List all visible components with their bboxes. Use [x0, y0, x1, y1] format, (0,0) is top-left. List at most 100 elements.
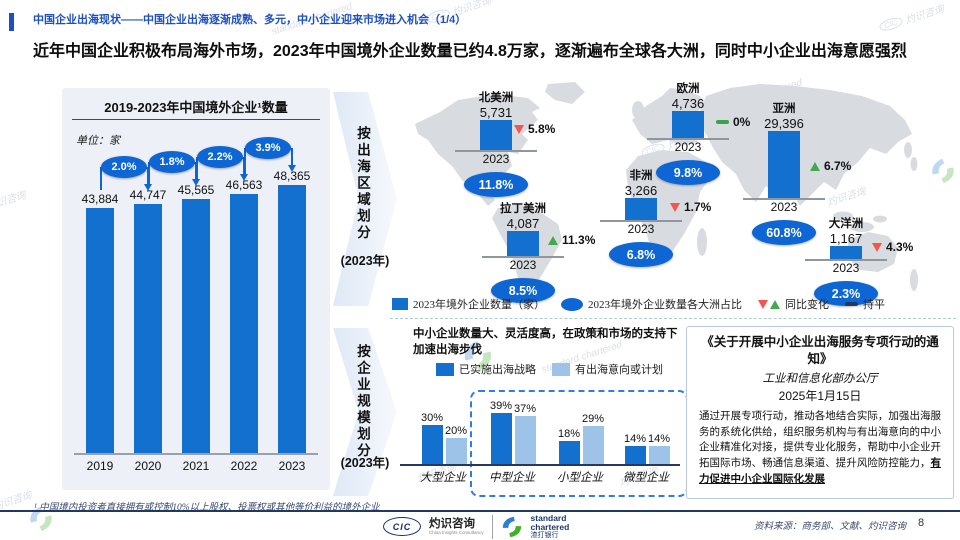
- up-triangle-icon: [770, 299, 780, 309]
- up-triangle-icon: [548, 235, 558, 245]
- footer-logos: CIC 灼识咨询 China Insights Consultancy stan…: [383, 514, 587, 540]
- region-bar: [625, 198, 657, 220]
- x-axis: [74, 453, 318, 455]
- page-number: 8: [918, 517, 925, 529]
- region-change: 5.8%: [514, 122, 555, 136]
- sme-chart: 30% 20% 39% 37% 18% 29% 14% 14% 大型企业 中型企…: [400, 383, 688, 498]
- region-axis: [600, 220, 682, 222]
- map-region-africa: 非洲 3,266 2023 6.8% 1.7%: [595, 170, 711, 267]
- sme-group-medium: 39% 37%: [490, 400, 536, 464]
- growth-badge: 3.9%: [245, 137, 291, 159]
- region-name: 非洲: [629, 170, 653, 182]
- region-value: 5,731: [479, 105, 513, 120]
- bar: [86, 208, 114, 455]
- divider-year-top: (2023年): [340, 254, 390, 268]
- region-year: 2023: [770, 200, 798, 214]
- bar-2020: 44,747: [118, 188, 178, 455]
- region-change: 1.7%: [670, 200, 711, 214]
- bar-2022: 46,563: [214, 178, 274, 455]
- region-bar: [830, 246, 862, 259]
- sme-bar-label: 37%: [514, 403, 537, 415]
- sme-bar-label: 39%: [490, 400, 513, 412]
- watermark-cic: 灼识咨询: [0, 189, 28, 213]
- sme-bar-label: 29%: [582, 413, 605, 425]
- region-name: 大洋洲: [828, 218, 864, 230]
- region-year: 2023: [509, 258, 537, 272]
- bar: [134, 204, 162, 455]
- chart-plot-area: 2.0% 1.8% 2.2% 3.9% 43,884 44,747 45,565…: [62, 88, 330, 490]
- growth-badge: 1.8%: [149, 151, 195, 173]
- map-region-north-america: 北美洲 5,731 2023 11.8% 5.8%: [450, 92, 555, 197]
- region-year: 2023: [627, 222, 655, 236]
- region-axis: [647, 138, 729, 140]
- footer-divider: [0, 510, 960, 512]
- standard-chartered-logo-icon: [502, 516, 521, 538]
- region-axis: [743, 198, 825, 200]
- sme-x-axis: [400, 464, 680, 466]
- policy-title: 《关于开展中小企业出海服务专项行动的通知》: [701, 335, 939, 366]
- sme-bar: [582, 426, 604, 464]
- down-triangle-icon: [758, 299, 768, 309]
- bar: [278, 185, 306, 455]
- bar-value-label: 44,747: [129, 188, 167, 202]
- sme-note: 中小企业数量大、灵活度高，在政策和市场的支持下加速出海步伐: [413, 328, 678, 357]
- region-share-badge: 2.3%: [814, 281, 878, 306]
- sme-bar: [558, 441, 580, 464]
- growth-connector: [196, 157, 198, 181]
- down-triangle-icon: [872, 242, 882, 252]
- sme-bar-label: 14%: [624, 433, 647, 445]
- down-triangle-icon: [514, 124, 524, 134]
- bar: [230, 194, 258, 455]
- arrow-down-icon: [240, 174, 248, 181]
- sme-category: 大型企业: [420, 472, 466, 484]
- sme-category: 小型企业: [557, 472, 603, 484]
- map-region-oceania: 大洋洲 1,167 2023 2.3% 4.3%: [800, 218, 913, 306]
- region-year: 2023: [674, 140, 702, 154]
- arrow-down-icon: [144, 184, 152, 191]
- sme-bar-label: 20%: [445, 425, 468, 437]
- growth-connector: [291, 148, 293, 167]
- cic-logo-icon: CIC: [383, 517, 421, 537]
- legend-implemented-swatch: [436, 362, 454, 376]
- region-change: 6.7%: [810, 159, 851, 173]
- sme-group-micro: 14% 14%: [624, 433, 670, 464]
- region-name: 北美洲: [478, 92, 514, 104]
- policy-issuer: 工业和信息化部办公厅: [762, 372, 878, 385]
- x-tick: 2019: [86, 459, 114, 473]
- sme-bar: [648, 446, 670, 464]
- region-value: 29,396: [764, 116, 804, 131]
- header-accent-bar: [9, 13, 14, 31]
- sc-logo-cn: 渣打银行: [530, 531, 559, 539]
- flat-dash-icon: [845, 302, 858, 306]
- region-bar: [507, 231, 539, 256]
- region-name: 欧洲: [676, 83, 700, 95]
- x-tick: 2020: [134, 459, 162, 473]
- sme-category: 中型企业: [489, 472, 535, 484]
- region-value: 3,266: [624, 183, 658, 198]
- bar: [182, 199, 210, 455]
- legend-change-label: 同比变化: [785, 299, 829, 311]
- region-year: 2023: [832, 261, 860, 275]
- policy-date: 2025年1月15日: [778, 388, 862, 403]
- policy-body-emphasis: 有力促进中小企业国际化发展: [699, 458, 941, 485]
- bar-value-label: 45,565: [177, 183, 215, 197]
- region-name: 亚洲: [772, 103, 796, 115]
- region-bar: [768, 131, 800, 198]
- map-region-asia: 亚洲 29,396 2023 60.8% 6.7%: [738, 103, 851, 245]
- dashed-separator: [390, 318, 956, 319]
- divider-label-size: 按企业规模划分: [355, 344, 370, 460]
- divider-label-region: 按出海区域划分: [355, 126, 370, 242]
- region-share-badge: 11.8%: [464, 172, 528, 197]
- footnote: ¹ 中国境内投资者直接拥有或控制10%以上股权、投票权或其他等价利益的境外企业: [34, 503, 380, 513]
- x-tick: 2021: [182, 459, 210, 473]
- sme-bar-label: 18%: [558, 428, 581, 440]
- bar-2023: 48,365: [262, 169, 322, 455]
- bar-2021: 45,565: [166, 183, 226, 455]
- region-share-badge: 8.5%: [491, 278, 555, 303]
- region-change: 11.3%: [548, 233, 595, 247]
- sme-bar: [445, 438, 467, 464]
- region-name: 拉丁美洲: [500, 203, 546, 215]
- title-underline: [72, 119, 320, 120]
- bar-2019: 43,884: [70, 192, 130, 455]
